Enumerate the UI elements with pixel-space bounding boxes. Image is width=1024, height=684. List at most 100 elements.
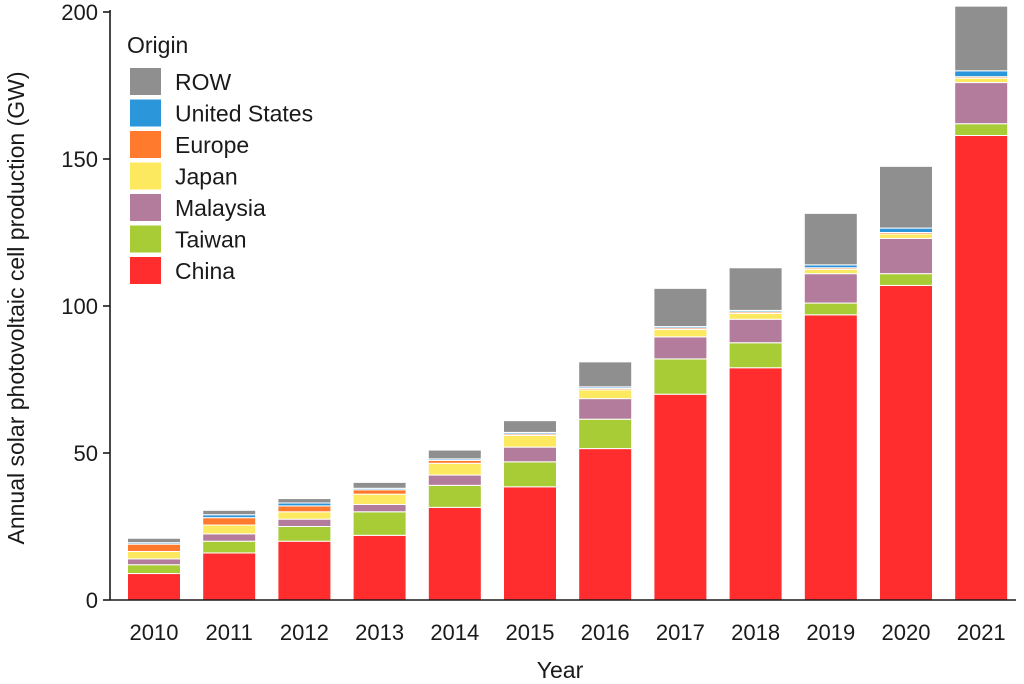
bar-china-2013 xyxy=(352,534,407,601)
bar-japan-2020 xyxy=(879,233,933,239)
bar-japan-2013 xyxy=(352,493,407,505)
bar-malaysia-2019 xyxy=(803,273,858,304)
bar-malaysia-2018 xyxy=(728,318,783,344)
bar-china-2012 xyxy=(277,540,332,601)
bar-taiwan-2019 xyxy=(803,302,858,316)
bar-china-2010 xyxy=(127,573,181,601)
legend: Origin ROW United States Europe Japan Malays… xyxy=(127,32,313,284)
bar-china-2018 xyxy=(728,367,783,601)
bar-row-2015 xyxy=(503,420,557,433)
x-tick-label-2021: 2021 xyxy=(957,620,1006,645)
bar-japan-2010 xyxy=(127,550,181,560)
bar-china-2011 xyxy=(202,552,257,601)
x-tick-label-2012: 2012 xyxy=(280,620,329,645)
x-tick-label-2016: 2016 xyxy=(581,620,630,645)
x-tick-label-2013: 2013 xyxy=(355,620,404,645)
y-axis-title: Annual solar photovoltaic cell productio… xyxy=(3,71,29,544)
bar-taiwan-2015 xyxy=(503,461,557,488)
bar-row-2021 xyxy=(954,5,1009,72)
bar-japan-2015 xyxy=(503,434,557,448)
bar-united-states-2020 xyxy=(879,227,933,233)
bar-china-2017 xyxy=(653,393,708,601)
legend-label-japan: Japan xyxy=(175,164,238,190)
x-tick-label-2011: 2011 xyxy=(206,620,253,645)
x-tick-label-2020: 2020 xyxy=(882,620,931,645)
bar-row-2013 xyxy=(352,481,407,489)
legend-swatch-europe xyxy=(130,131,161,158)
bar-united-states-2021 xyxy=(954,70,1009,78)
bar-europe-2010 xyxy=(127,543,181,552)
legend-label-taiwan: Taiwan xyxy=(175,227,247,253)
legend-swatch-malaysia xyxy=(130,194,161,221)
bar-taiwan-2012 xyxy=(277,526,332,542)
y-tick-label-0: 0 xyxy=(86,588,98,613)
bar-europe-2011 xyxy=(202,517,257,526)
bar-taiwan-2011 xyxy=(202,540,257,554)
y-tick-label-50: 50 xyxy=(74,441,98,466)
bar-europe-2013 xyxy=(352,489,407,495)
bar-row-2012 xyxy=(277,498,332,504)
bar-china-2016 xyxy=(578,448,633,601)
bar-taiwan-2021 xyxy=(954,123,1009,136)
bar-europe-2012 xyxy=(277,505,332,513)
bar-row-2011 xyxy=(202,509,257,516)
bar-japan-2011 xyxy=(202,524,257,535)
legend-label-united-states: United States xyxy=(175,101,313,127)
bar-japan-2014 xyxy=(427,462,482,476)
bar-row-2017 xyxy=(653,287,708,328)
bar-malaysia-2017 xyxy=(653,336,708,360)
bar-malaysia-2011 xyxy=(202,533,257,542)
legend-swatch-row xyxy=(130,68,161,95)
bar-taiwan-2014 xyxy=(427,484,482,508)
legend-swatch-china xyxy=(130,257,161,284)
y-tick-label-200: 200 xyxy=(61,0,98,25)
bar-japan-2012 xyxy=(277,511,332,520)
x-axis-title: Year xyxy=(537,657,584,683)
bar-malaysia-2020 xyxy=(879,237,933,275)
bar-taiwan-2010 xyxy=(127,564,181,575)
bar-japan-2019 xyxy=(803,268,858,275)
bar-row-2016 xyxy=(578,361,633,388)
bar-malaysia-2012 xyxy=(277,518,332,528)
legend-swatch-taiwan xyxy=(130,225,161,253)
bars-group: 2010 2011 2012 2013 2014 2015 2016 2017 2018 2019… xyxy=(127,5,1009,645)
bar-malaysia-2016 xyxy=(578,398,633,420)
legend-label-china: China xyxy=(175,258,235,284)
bar-row-2018 xyxy=(728,267,783,311)
bar-row-2020 xyxy=(879,165,933,229)
bar-malaysia-2014 xyxy=(427,474,482,486)
y-tick-label-150: 150 xyxy=(61,147,98,172)
bar-china-2021 xyxy=(954,134,1009,601)
bar-malaysia-2015 xyxy=(503,446,557,463)
axes-group: 0 50 100 150 200 xyxy=(61,0,1016,613)
x-tick-label-2014: 2014 xyxy=(430,620,479,645)
bar-japan-2016 xyxy=(578,389,633,400)
bar-china-2015 xyxy=(503,486,557,601)
bar-row-2014 xyxy=(427,449,482,460)
bar-taiwan-2013 xyxy=(352,511,407,536)
bar-japan-2018 xyxy=(728,312,783,320)
bar-china-2019 xyxy=(803,314,858,601)
legend-label-malaysia: Malaysia xyxy=(175,195,266,221)
bar-malaysia-2010 xyxy=(127,558,181,566)
x-tick-label-2019: 2019 xyxy=(806,620,855,645)
legend-label-row: ROW xyxy=(175,69,232,95)
bar-taiwan-2017 xyxy=(653,358,708,395)
x-tick-label-2015: 2015 xyxy=(506,620,555,645)
bar-japan-2021 xyxy=(954,77,1009,84)
bar-row-2010 xyxy=(127,537,181,544)
bar-china-2020 xyxy=(879,284,933,601)
bar-china-2014 xyxy=(427,506,482,601)
legend-swatch-united-states xyxy=(130,99,161,127)
legend-label-europe: Europe xyxy=(175,132,249,158)
y-tick-label-100: 100 xyxy=(61,294,98,319)
x-tick-label-2018: 2018 xyxy=(731,620,780,645)
bar-malaysia-2021 xyxy=(954,82,1009,125)
x-tick-label-2010: 2010 xyxy=(130,620,179,645)
legend-title: Origin xyxy=(127,32,188,58)
legend-swatch-japan xyxy=(130,162,161,190)
bar-japan-2017 xyxy=(653,329,708,338)
bar-row-2019 xyxy=(803,212,858,266)
bar-taiwan-2018 xyxy=(728,342,783,369)
